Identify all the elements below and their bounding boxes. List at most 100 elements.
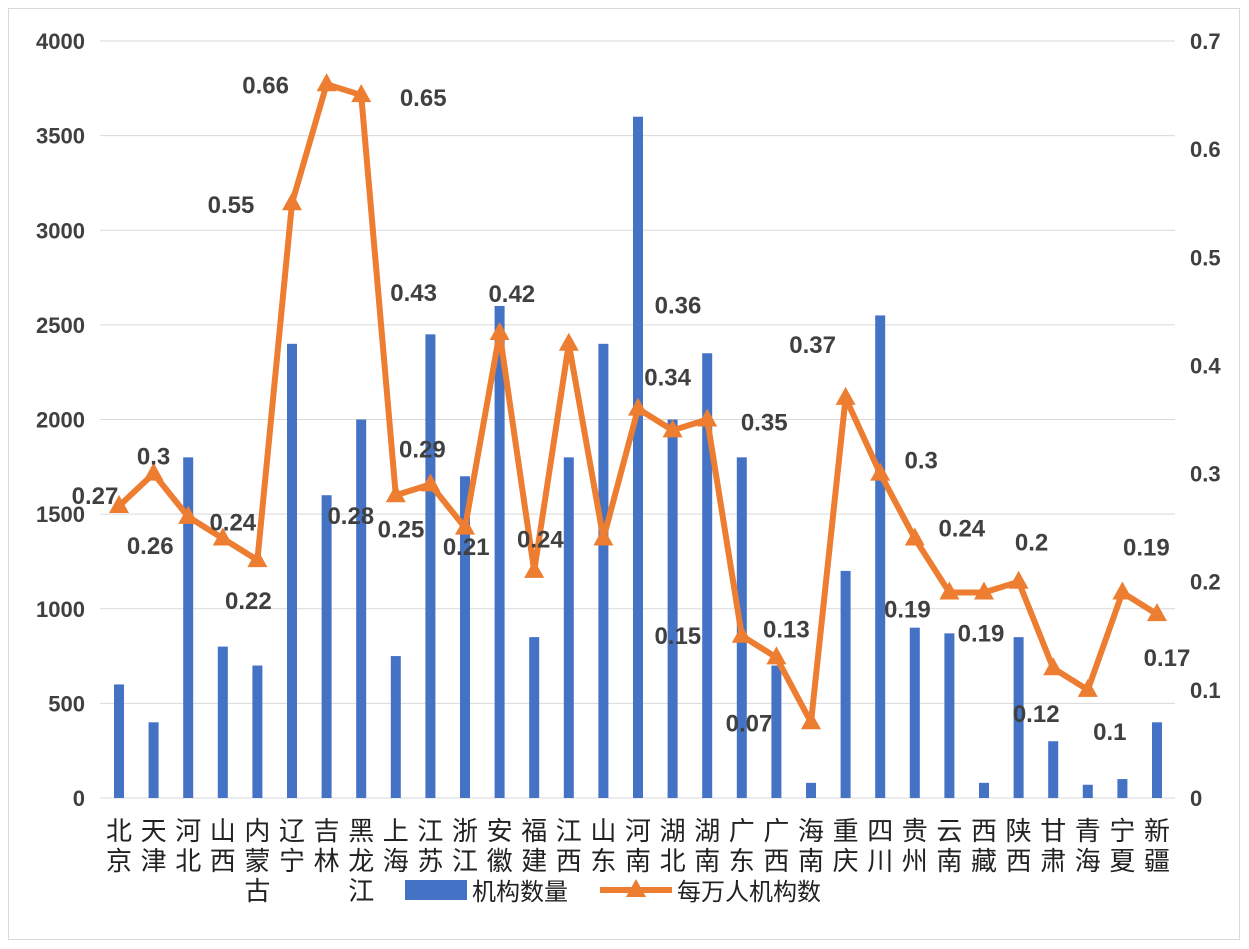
bar — [1082, 784, 1093, 798]
line-marker — [143, 462, 164, 481]
category-label: 陕 — [1006, 817, 1032, 847]
line-marker — [212, 527, 233, 546]
bar — [875, 315, 886, 798]
data-label: 0.19 — [884, 597, 931, 624]
category-label: 西 — [971, 817, 997, 847]
right-axis-tick: 0.3 — [1190, 462, 1221, 487]
line-marker — [801, 711, 821, 730]
line-marker — [282, 192, 302, 211]
line-marker — [870, 462, 891, 481]
line-marker — [974, 581, 994, 600]
line-marker — [731, 624, 752, 643]
category-label: 湖 — [694, 817, 720, 847]
line-marker — [178, 505, 199, 524]
category-label: 青 — [1075, 817, 1101, 847]
line-marker — [1077, 678, 1098, 697]
left-axis-tick: 3500 — [36, 124, 85, 149]
data-label: 0.42 — [488, 281, 535, 308]
category-label: 西 — [210, 847, 236, 877]
bar — [598, 343, 609, 798]
data-label: 0.37 — [789, 332, 836, 359]
data-label: 0.19 — [1123, 535, 1170, 562]
right-axis-tick: 0.5 — [1190, 245, 1221, 270]
category-label: 广 — [729, 817, 755, 847]
category-label: 江 — [348, 877, 374, 907]
bar — [909, 627, 920, 798]
data-label: 0.36 — [655, 293, 702, 320]
data-label: 0.27 — [72, 483, 119, 510]
category-label: 海 — [798, 817, 824, 847]
left-axis-tick: 4000 — [36, 29, 85, 54]
category-label: 西 — [763, 847, 789, 877]
category-label: 江 — [452, 847, 478, 877]
bar — [1013, 637, 1024, 798]
bar — [287, 343, 297, 798]
category-label: 津 — [141, 847, 167, 877]
category-label: 辽 — [279, 817, 305, 847]
data-label: 0.24 — [517, 526, 564, 553]
line-marker — [1008, 570, 1029, 589]
bar — [183, 457, 194, 798]
category-label: 贵 — [902, 817, 928, 847]
bar — [148, 722, 159, 798]
bar — [840, 570, 851, 798]
bar — [702, 353, 713, 798]
line-marker — [1147, 603, 1167, 622]
bar — [356, 419, 367, 798]
data-label: 0.15 — [654, 623, 701, 650]
right-axis-tick: 0.4 — [1190, 353, 1221, 378]
category-label: 庆 — [833, 847, 859, 877]
data-label: 0.43 — [390, 280, 437, 307]
category-label: 黑 — [348, 817, 374, 847]
bar — [425, 334, 436, 798]
data-label: 0.25 — [378, 517, 425, 544]
bar — [1117, 779, 1128, 798]
category-label: 江 — [556, 817, 582, 847]
data-label: 0.34 — [644, 364, 691, 391]
category-label: 西 — [1006, 847, 1032, 877]
category-label: 龙 — [348, 847, 374, 877]
bar — [771, 665, 782, 798]
category-label: 天 — [141, 817, 167, 847]
right-axis-tick: 0.2 — [1190, 570, 1221, 595]
left-axis-tick: 0 — [73, 786, 85, 811]
data-label: 0.55 — [208, 192, 255, 219]
bar — [494, 305, 505, 798]
category-label: 苏 — [417, 847, 443, 877]
legend-bar-swatch — [405, 880, 467, 900]
category-label: 林 — [314, 847, 340, 877]
left-axis-tick: 500 — [48, 691, 85, 716]
category-label: 东 — [590, 847, 616, 877]
category-label: 建 — [521, 847, 547, 877]
data-label: 0.35 — [741, 410, 788, 437]
category-label: 北 — [106, 817, 132, 847]
category-label: 川 — [867, 847, 893, 877]
left-axis-tick: 2500 — [36, 313, 85, 338]
data-label: 0.66 — [242, 72, 289, 99]
line-marker — [904, 527, 925, 546]
line-marker — [766, 646, 787, 665]
line-marker — [1043, 657, 1064, 676]
category-label: 重 — [833, 817, 859, 847]
category-label: 四 — [867, 817, 893, 847]
bar — [252, 665, 263, 798]
line-marker — [558, 332, 579, 351]
category-label: 上 — [383, 817, 409, 847]
data-label: 0.65 — [400, 85, 447, 112]
data-label: 0.28 — [327, 503, 374, 530]
data-label: 0.12 — [1013, 701, 1060, 728]
data-label: 0.22 — [225, 588, 272, 615]
bar — [217, 646, 228, 798]
category-label: 南 — [798, 847, 824, 877]
category-label: 吉 — [314, 817, 340, 847]
legend-line-marker — [626, 879, 646, 897]
data-label: 0.29 — [399, 436, 446, 463]
category-label: 江 — [417, 817, 443, 847]
legend-bar-label: 机构数量 — [472, 878, 568, 906]
right-axis-tick: 0.6 — [1190, 137, 1221, 162]
category-label: 京 — [106, 847, 132, 877]
category-label: 山 — [590, 817, 616, 847]
right-axis-tick: 0.7 — [1190, 29, 1221, 54]
category-label: 山 — [210, 817, 236, 847]
category-label: 北 — [660, 847, 686, 877]
